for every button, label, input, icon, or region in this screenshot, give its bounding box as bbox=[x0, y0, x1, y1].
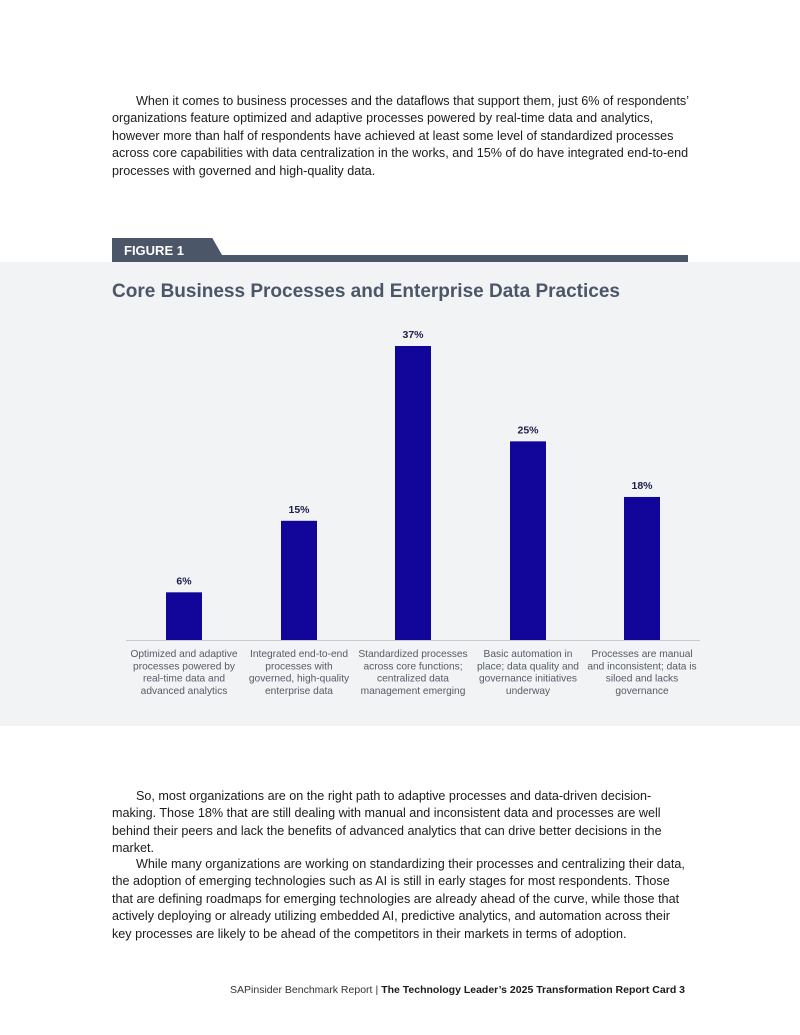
bar-4 bbox=[510, 441, 546, 640]
bar-1 bbox=[166, 592, 202, 640]
chart-title: Core Business Processes and Enterprise D… bbox=[112, 281, 620, 302]
category-label-4: Basic automation in place; data quality a… bbox=[477, 649, 579, 697]
data-label-5: 18% bbox=[631, 480, 653, 492]
intro-paragraph: When it comes to business processes and … bbox=[112, 94, 689, 178]
body-paragraph-2: While many organizations are working on … bbox=[112, 857, 685, 941]
bar-3 bbox=[395, 346, 431, 640]
body-paragraph-1: So, most organizations are on the right … bbox=[112, 789, 662, 856]
figure-header-rule bbox=[112, 255, 688, 262]
page-footer: SAPinsider Benchmark Report | The Technolo… bbox=[230, 984, 685, 996]
footer-separator: | bbox=[375, 984, 379, 996]
data-label-3: 37% bbox=[402, 329, 424, 341]
category-label-3: Standardized processes across core functi… bbox=[358, 649, 467, 697]
bar-chart: 6% Optimized and adaptive processes powere… bbox=[126, 329, 700, 697]
category-label-5: Processes are manual and inconsistent; da… bbox=[587, 649, 696, 697]
category-label-1: Optimized and adaptive processes powered … bbox=[130, 649, 237, 697]
footer-source: SAPinsider Benchmark Report bbox=[230, 984, 373, 996]
footer-title: The Technology Leader’s 2025 Transformat… bbox=[381, 984, 685, 996]
bar-5 bbox=[624, 496, 660, 640]
bar-2 bbox=[281, 520, 317, 640]
data-label-4: 25% bbox=[517, 424, 539, 436]
data-label-2: 15% bbox=[288, 504, 310, 516]
category-label-2: Integrated end-to-end processes with gover… bbox=[249, 649, 350, 697]
data-label-1: 6% bbox=[176, 575, 192, 587]
